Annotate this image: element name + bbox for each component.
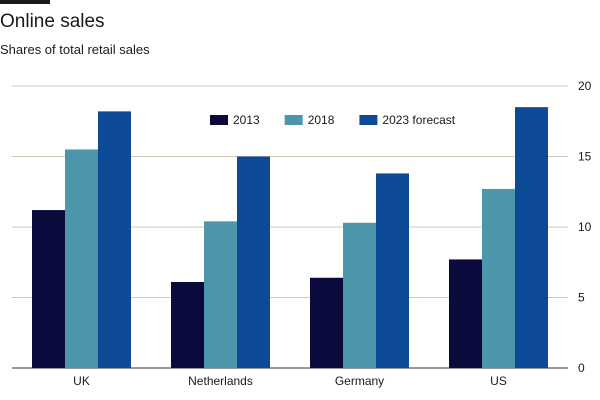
y-tick-label: 15 — [578, 150, 592, 164]
y-tick-label: 20 — [578, 79, 592, 93]
bar — [343, 222, 376, 368]
x-tick-label: Germany — [335, 374, 384, 388]
axes: 0 5 10 15 20 UK Netherlands Germany US — [73, 79, 592, 388]
bar — [310, 277, 343, 368]
bar — [204, 221, 237, 368]
legend-label: 2023 forecast — [382, 113, 455, 127]
bar — [65, 149, 98, 368]
bar — [515, 107, 548, 369]
bar — [32, 210, 65, 368]
legend-swatch — [210, 115, 228, 125]
bar — [98, 111, 131, 368]
bar — [171, 281, 204, 368]
legend: 2013 2018 2023 forecast — [210, 113, 456, 127]
bar — [482, 188, 515, 368]
x-tick-label: UK — [73, 374, 90, 388]
y-tick-label: 0 — [578, 361, 585, 375]
bar — [376, 173, 409, 368]
legend-label: 2018 — [308, 113, 335, 127]
top-rule — [0, 0, 50, 4]
chart-subtitle: Shares of total retail sales — [0, 42, 150, 57]
y-tick-label: 10 — [578, 220, 592, 234]
bars — [32, 107, 548, 369]
x-tick-label: US — [490, 374, 507, 388]
legend-swatch — [284, 115, 303, 125]
bar — [449, 259, 482, 368]
legend-label: 2013 — [233, 113, 260, 127]
chart-title: Online sales — [0, 11, 105, 32]
bar — [237, 156, 270, 368]
x-tick-label: Netherlands — [188, 374, 253, 388]
legend-swatch — [359, 115, 378, 125]
y-tick-label: 5 — [578, 291, 585, 305]
